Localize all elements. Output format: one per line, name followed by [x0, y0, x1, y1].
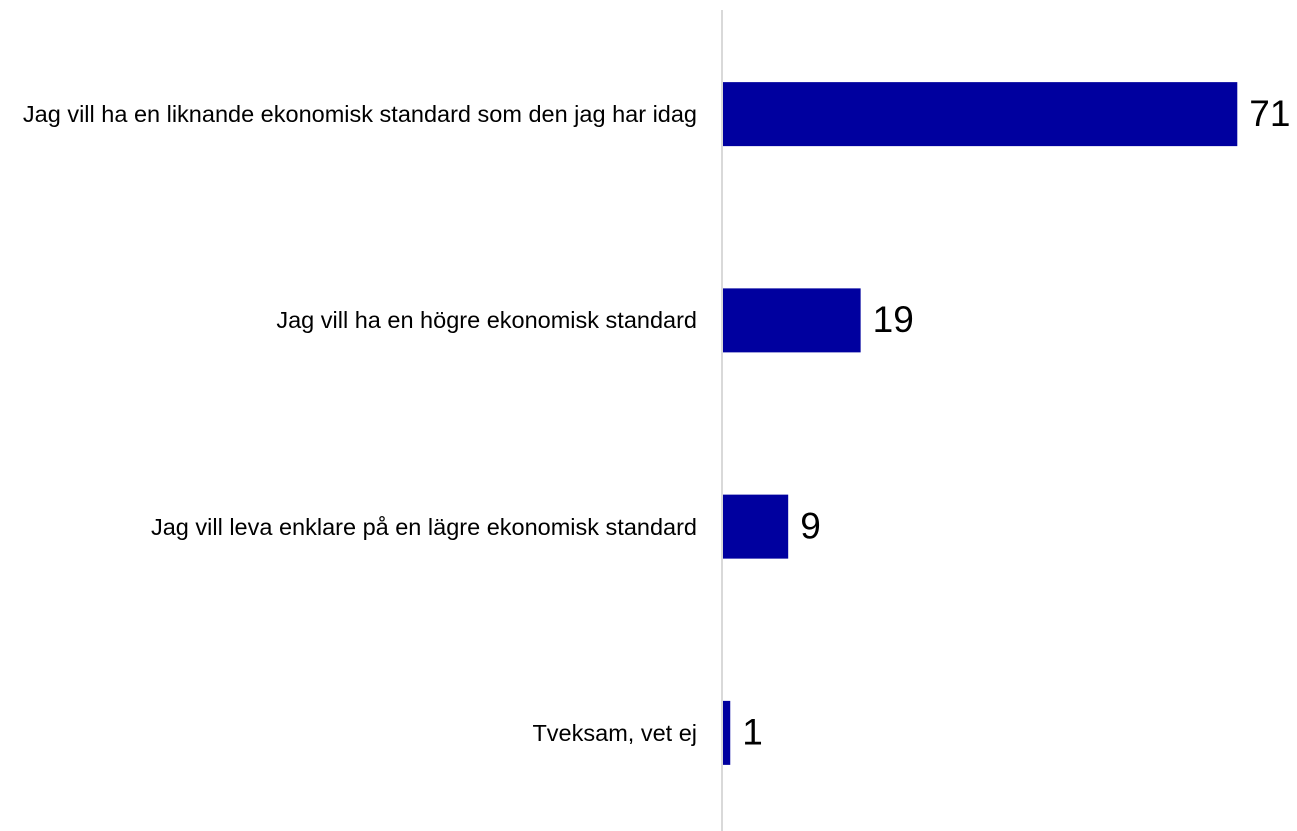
- category-label: Jag vill ha en liknande ekonomisk standa…: [22, 101, 697, 128]
- bar: [723, 82, 1238, 147]
- bar: [723, 700, 731, 765]
- value-label: 9: [800, 505, 821, 546]
- value-label: 71: [1249, 93, 1290, 134]
- category-label: Jag vill ha en högre ekonomisk standard: [276, 307, 697, 334]
- value-label: 19: [873, 299, 914, 340]
- category-label: Tveksam, vet ej: [532, 719, 697, 746]
- category-label: Jag vill leva enklare på en lägre ekonom…: [150, 513, 697, 540]
- value-label: 1: [742, 712, 763, 753]
- bar: [723, 288, 861, 353]
- bar: [723, 494, 789, 559]
